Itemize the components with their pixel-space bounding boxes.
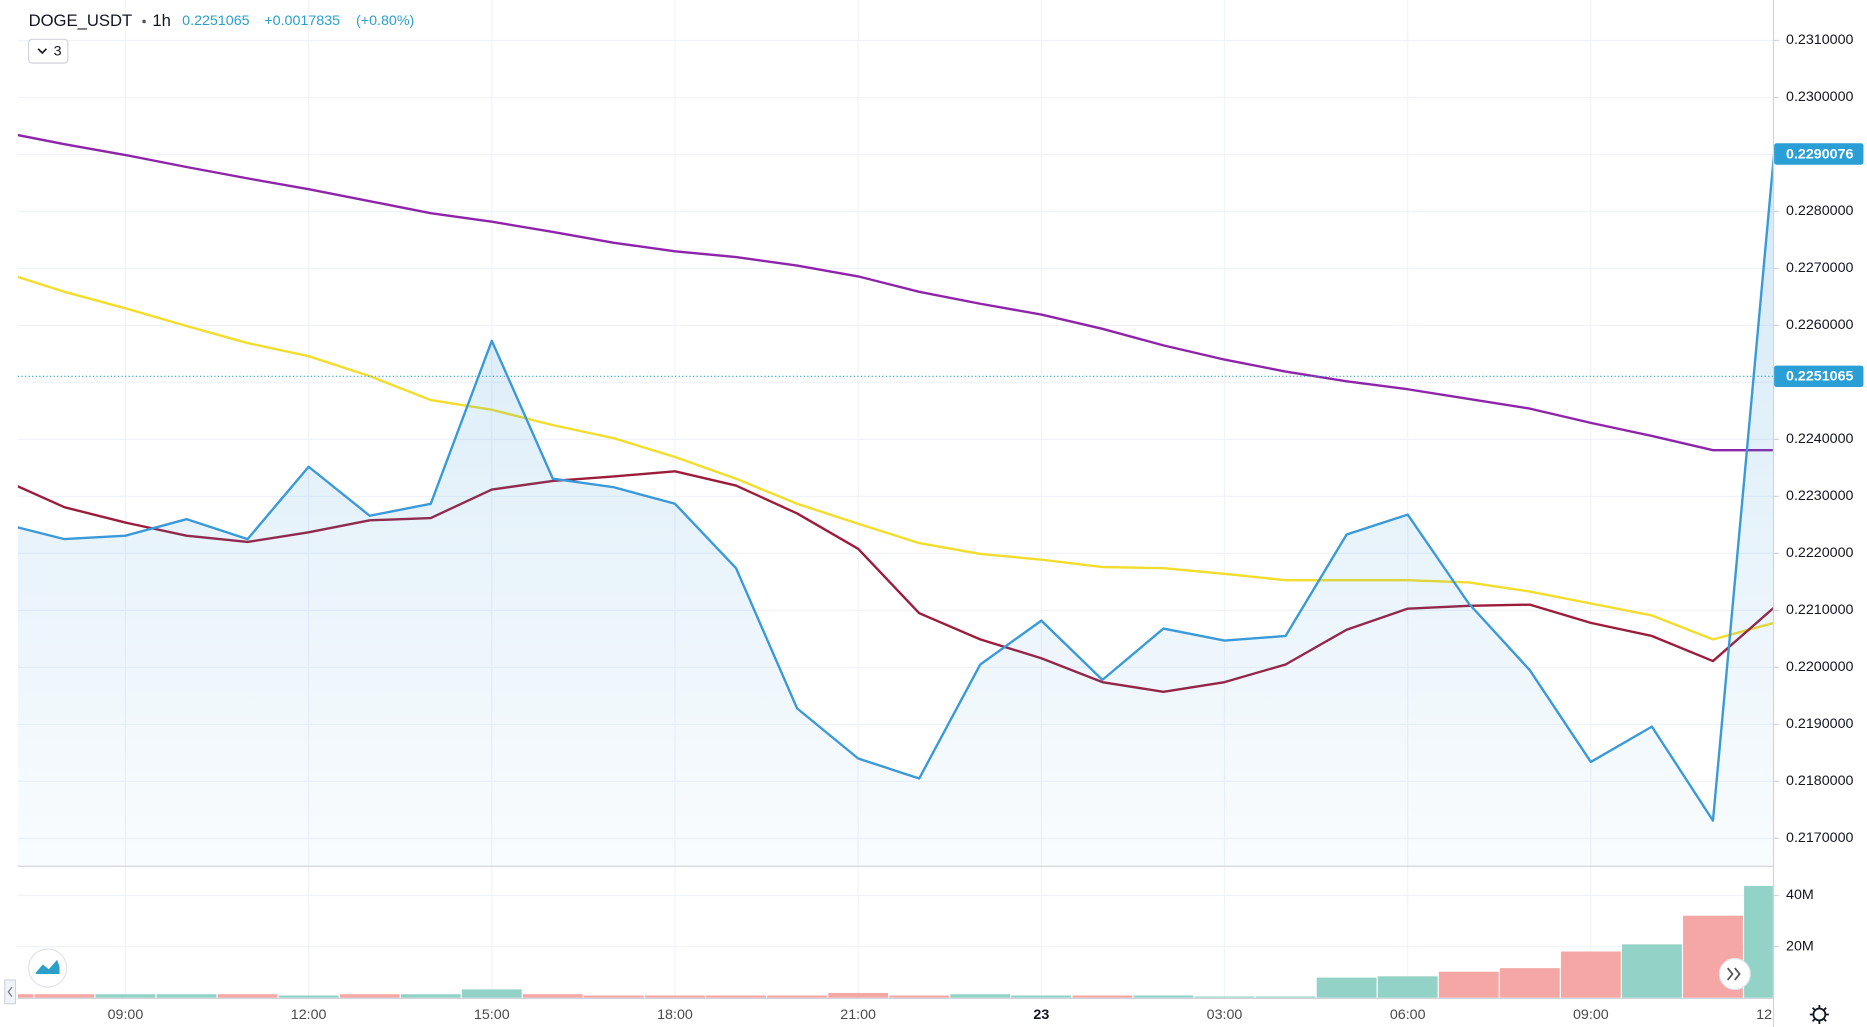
- scroll-left-button[interactable]: [4, 979, 17, 1005]
- separator-dot: [142, 19, 146, 24]
- x-tick-label: 09:00: [1573, 1007, 1609, 1023]
- volume-bar: [583, 995, 644, 998]
- volume-bar: [1316, 977, 1377, 998]
- price-pane: [17, 133, 1773, 866]
- y-tick-label: 0.2300000: [1786, 89, 1854, 105]
- gear-teeth: [1809, 1004, 1829, 1025]
- scroll-left-box[interactable]: [4, 979, 17, 1005]
- y-tick-label: 0.2310000: [1786, 32, 1854, 48]
- volume-bar: [767, 995, 828, 998]
- price-badge: [1774, 365, 1864, 388]
- volume-bar: [828, 992, 889, 998]
- settings-button[interactable]: [1809, 1004, 1829, 1025]
- y-tick-label: 0.2200000: [1786, 659, 1854, 675]
- x-tick-label: 21:00: [840, 1007, 876, 1023]
- volume-bar: [889, 995, 950, 998]
- price-axis: 0.2170000 0.2180000 0.2190000 0.2200000 0.22…: [1772, 32, 1864, 954]
- price-change: +0.0017835: [264, 13, 340, 29]
- volume-bar: [1194, 996, 1255, 998]
- y-tick-label: 0.2180000: [1786, 773, 1854, 789]
- line: [17, 133, 1773, 452]
- indicators-button[interactable]: [27, 38, 69, 64]
- volume-bar: [1621, 944, 1682, 998]
- volume-bar: [34, 994, 95, 998]
- chevron-icon: [37, 48, 48, 55]
- volume-bar: [522, 994, 583, 998]
- chart-style-button[interactable]: [27, 948, 68, 988]
- last-price: 0.2251065: [182, 13, 250, 29]
- volume-bar: [1377, 976, 1438, 998]
- volume-bar: [950, 994, 1011, 998]
- volume-bar: [278, 995, 339, 998]
- volume-bar: [1499, 968, 1560, 998]
- chevron-icon: [1734, 967, 1741, 981]
- y-tick-label: 40M: [1786, 887, 1814, 903]
- volume-bar: [461, 989, 522, 998]
- line: [17, 275, 1773, 641]
- x-tick-label: 03:00: [1207, 1007, 1243, 1023]
- y-tick-label: 0.2220000: [1786, 545, 1854, 561]
- y-tick-label: 0.2260000: [1786, 317, 1854, 333]
- volume-bar: [645, 995, 705, 998]
- x-tick-label: 23: [1033, 1007, 1049, 1023]
- y-tick-label: 0.2170000: [1786, 830, 1854, 846]
- y-tick-label: 0.2190000: [1786, 716, 1854, 732]
- line: [17, 153, 1773, 822]
- price-axis-panel: [1772, 0, 1867, 1027]
- price-badge-label: 0.2290076: [1786, 146, 1854, 162]
- x-axis: 09:00 12:00 15:00 18:00 21:00 23 03:00 06:00 09:…: [108, 1007, 1792, 1023]
- chevron-icon: [7, 986, 13, 997]
- volume-bar: [217, 994, 278, 998]
- volume-bar: [156, 994, 217, 998]
- price-badge: [1774, 143, 1864, 165]
- chart-style-circle[interactable]: [27, 948, 68, 988]
- y-tick-label: 0.2210000: [1786, 602, 1854, 618]
- indicators-toggle[interactable]: 3: [27, 38, 69, 64]
- x-tick-label: 15:00: [474, 1007, 510, 1023]
- area: [17, 165, 1773, 866]
- volume-bar: [17, 994, 34, 998]
- y-tick-label: 20M: [1786, 938, 1814, 954]
- x-tick-label: 18:00: [657, 1007, 693, 1023]
- chart-style-icon: [35, 959, 60, 974]
- x-tick-label: 06:00: [1390, 1007, 1426, 1023]
- y-tick-label: 0.2230000: [1786, 488, 1854, 504]
- y-tick-label: 0.2280000: [1786, 203, 1854, 219]
- volume-bar: [1255, 996, 1316, 998]
- interval: 1h: [152, 11, 171, 30]
- price-badge-label: 0.2251065: [1786, 369, 1854, 385]
- y-tick-label: 0.2240000: [1786, 431, 1854, 447]
- volume-bar: [1438, 971, 1499, 998]
- symbol: DOGE_USDT: [29, 11, 133, 30]
- price-change-percent: (+0.80%): [356, 13, 414, 29]
- x-tick-label: 12:00: [291, 1007, 327, 1023]
- volume-bar: [400, 994, 461, 998]
- indicators-count: 3: [54, 44, 62, 60]
- x-tick-label: 09:00: [108, 1007, 144, 1023]
- scroll-circle[interactable]: [1718, 957, 1751, 991]
- volume-bar: [1011, 995, 1072, 998]
- y-tick-label: 0.2270000: [1786, 260, 1854, 276]
- volume-bar: [1560, 951, 1621, 998]
- volume-bar: [1072, 995, 1133, 998]
- volume-bar: [95, 994, 156, 998]
- volume-bar: [1133, 995, 1194, 998]
- scroll-to-realtime-button[interactable]: [1718, 957, 1751, 991]
- chevron-icon: [1726, 967, 1734, 981]
- volume-pane: [17, 886, 1773, 998]
- volume-bar: [339, 994, 400, 998]
- volume-bar: [706, 995, 766, 998]
